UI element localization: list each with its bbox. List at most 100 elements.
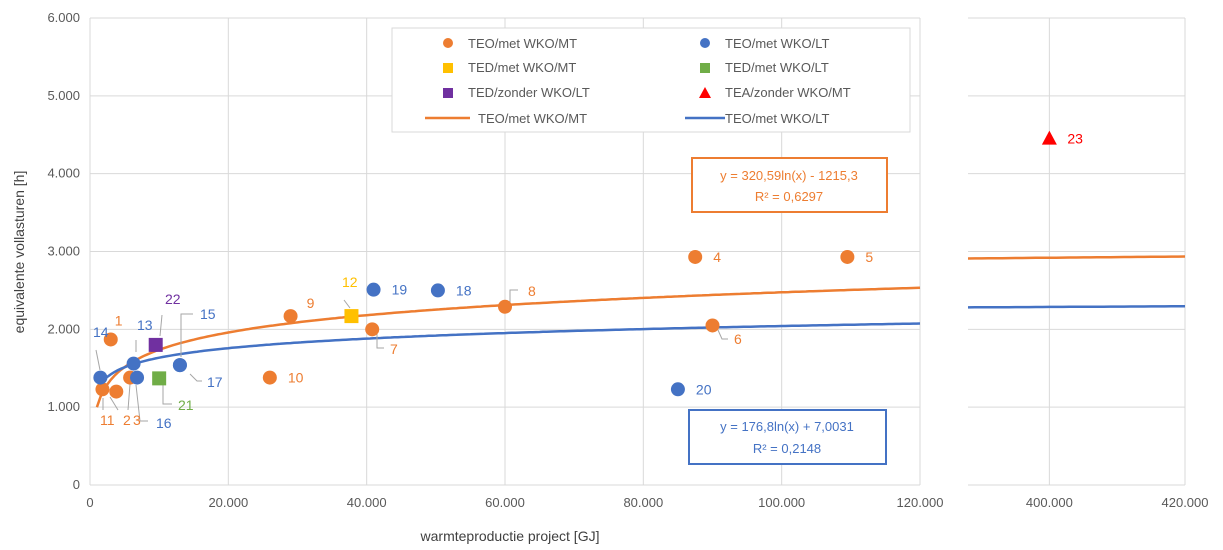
point-label-4: 4 xyxy=(713,249,721,265)
point-12 xyxy=(344,309,359,324)
label-leader-lines xyxy=(95,289,728,422)
y-tick-label: 2.000 xyxy=(47,321,80,336)
point-label-16: 16 xyxy=(156,415,172,431)
legend-marker-ted-lt xyxy=(700,63,710,73)
trend-equation-mt-box xyxy=(691,157,888,213)
leader-14 xyxy=(95,349,101,371)
leader-2 xyxy=(109,396,119,411)
trendline-left-1 xyxy=(95,322,921,391)
y-tick-label: 6.000 xyxy=(47,10,80,25)
point-label-3: 3 xyxy=(133,412,141,428)
y-tick-label: 4.000 xyxy=(47,166,80,181)
point-6 xyxy=(705,318,720,333)
trend-equation-mt: y = 320,59ln(x) - 1215,3 R² = 0,6297 xyxy=(691,157,888,213)
grid-lines xyxy=(89,17,1186,486)
legend-label-trend-mt: TEO/met WKO/MT xyxy=(478,111,587,126)
trend-equation-lt-formula: y = 176,8ln(x) + 7,0031 xyxy=(720,419,854,434)
leader-17 xyxy=(189,373,202,382)
point-label-21: 21 xyxy=(178,397,194,413)
point-3 xyxy=(109,384,124,399)
trendline-right-1 xyxy=(967,305,1185,309)
point-label-19: 19 xyxy=(392,282,408,298)
x-tick-label: 120.000 xyxy=(897,495,944,510)
trend-equation-mt-formula: y = 320,59ln(x) - 1215,3 xyxy=(720,168,858,183)
point-4 xyxy=(688,249,703,264)
point-2 xyxy=(95,382,110,397)
leader-3 xyxy=(127,383,131,411)
point-22 xyxy=(148,337,163,352)
point-label-2: 2 xyxy=(123,412,131,428)
legend-marker-ted-mt xyxy=(443,63,453,73)
point-label-18: 18 xyxy=(456,282,472,298)
point-label-11: 11 xyxy=(100,412,115,428)
trendlines xyxy=(95,255,1186,408)
point-label-22: 22 xyxy=(165,291,181,307)
legend-label-teo-lt: TEO/met WKO/LT xyxy=(725,36,830,51)
y-tick-label: 5.000 xyxy=(47,88,80,103)
point-label-8: 8 xyxy=(528,283,536,299)
trend-equation-lt-r2: R² = 0,2148 xyxy=(753,441,821,456)
x-tick-label: 60.000 xyxy=(485,495,525,510)
point-label-9: 9 xyxy=(307,295,315,311)
point-label-13: 13 xyxy=(137,317,153,333)
point-label-17: 17 xyxy=(207,374,223,390)
y-tick-label: 1.000 xyxy=(47,399,80,414)
point-8 xyxy=(498,299,512,314)
point-18 xyxy=(430,283,445,298)
legend-marker-teo-lt xyxy=(700,38,710,48)
legend-label-tea-zonder-mt: TEA/zonder WKO/MT xyxy=(725,85,851,100)
x-tick-label: 80.000 xyxy=(623,495,663,510)
leader-8 xyxy=(509,289,518,302)
point-10 xyxy=(262,370,277,385)
trend-equation-lt: y = 176,8ln(x) + 7,0031 R² = 0,2148 xyxy=(688,409,887,465)
legend-marker-ted-zonder-lt xyxy=(443,88,453,98)
y-axis-title: equivalente vollasturen [h] xyxy=(11,171,27,334)
x-tick-label: 40.000 xyxy=(347,495,387,510)
point-label-1: 1 xyxy=(115,312,123,328)
trend-equation-mt-r2: R² = 0,6297 xyxy=(755,189,823,204)
point-label-10: 10 xyxy=(288,370,304,386)
point-9 xyxy=(283,309,298,324)
y-tick-label: 0 xyxy=(73,477,80,492)
legend-label-ted-mt: TED/met WKO/MT xyxy=(468,60,576,75)
point-label-15: 15 xyxy=(200,306,216,322)
x-tick-label: 0 xyxy=(86,495,93,510)
leader-7 xyxy=(376,334,384,349)
leader-22 xyxy=(159,314,163,337)
point-7 xyxy=(365,322,380,337)
legend-marker-teo-mt xyxy=(443,38,453,48)
leader-21 xyxy=(162,385,172,405)
x-tick-label: 100.000 xyxy=(758,495,805,510)
leader-16 xyxy=(135,384,148,422)
point-23 xyxy=(1041,130,1057,145)
x-tick-label: 400.000 xyxy=(1026,495,1073,510)
legend-label-teo-mt: TEO/met WKO/MT xyxy=(468,36,577,51)
point-label-6: 6 xyxy=(734,331,742,347)
point-label-7: 7 xyxy=(390,341,398,357)
point-label-20: 20 xyxy=(696,381,712,397)
tick-labels: 0 1.000 2.000 3.000 4.000 5.000 6.000 0 20.000 40… xyxy=(47,10,1208,510)
point-5 xyxy=(840,249,855,264)
point-1 xyxy=(103,332,118,347)
x-tick-label: 20.000 xyxy=(208,495,248,510)
leader-15 xyxy=(180,313,193,357)
point-label-14: 14 xyxy=(93,324,109,340)
point-13 xyxy=(126,356,141,371)
point-14 xyxy=(93,370,108,385)
legend-box xyxy=(391,27,911,133)
point-19 xyxy=(366,282,381,297)
legend-label-ted-lt: TED/met WKO/LT xyxy=(725,60,829,75)
point-16 xyxy=(130,370,145,385)
point-21 xyxy=(152,371,167,386)
point-17 xyxy=(172,358,187,373)
legend-label-trend-lt: TEO/met WKO/LT xyxy=(725,111,830,126)
trendline-right-0 xyxy=(967,255,1186,260)
trend-equation-lt-box xyxy=(688,409,887,465)
leader-12 xyxy=(343,299,351,309)
point-label-12: 12 xyxy=(342,274,358,290)
x-axis-title: warmteproductie project [GJ] xyxy=(420,528,600,544)
legend: TEO/met WKO/MT TEO/met WKO/LT TED/met WK… xyxy=(391,27,911,133)
point-label-5: 5 xyxy=(865,249,873,265)
